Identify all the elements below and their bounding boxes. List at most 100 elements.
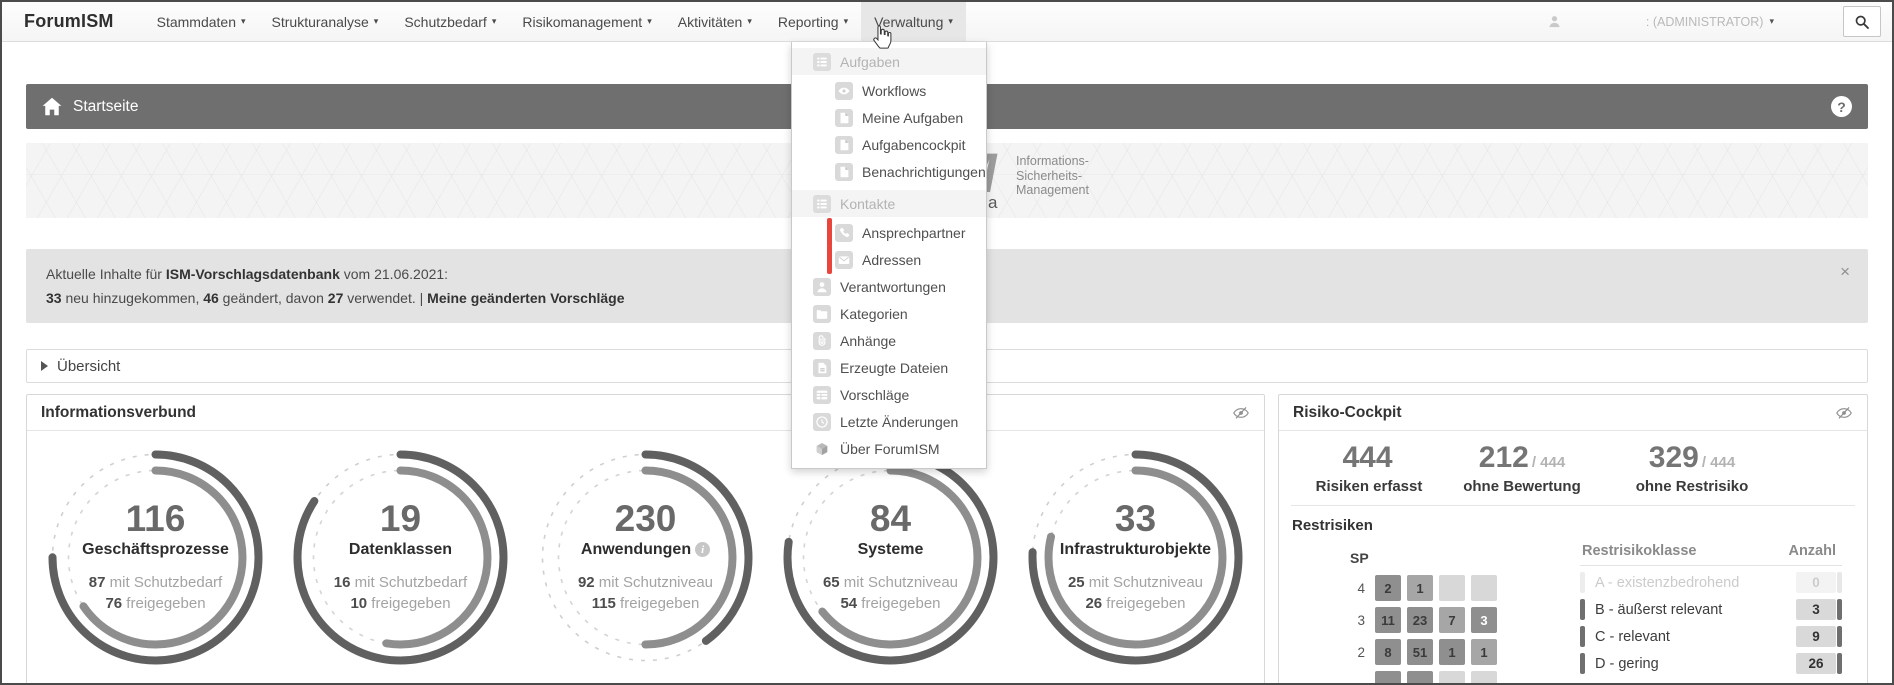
- nav-item-schutzbedarf[interactable]: Schutzbedarf ▾: [404, 13, 497, 30]
- matrix-row-sp-2: 2 8 51 1 1: [1291, 639, 1503, 665]
- class-row-a[interactable]: A - existenzbedrohend 0: [1580, 572, 1842, 593]
- verwaltung-dropdown-menu: Aufgaben Workflows Meine Aufgaben Aufgabenc…: [791, 42, 987, 469]
- info-icon[interactable]: i: [695, 542, 711, 558]
- matrix-cell[interactable]: 7: [1439, 607, 1465, 633]
- panel-title: Risiko-Cockpit: [1293, 403, 1402, 421]
- matrix-cell[interactable]: 51: [1407, 639, 1433, 665]
- sp-row-label: 2: [1357, 644, 1365, 660]
- envelope-icon: [835, 250, 853, 269]
- user-role-text: : (ADMINISTRATOR): [1645, 14, 1764, 29]
- chevron-down-icon: ▾: [491, 16, 497, 26]
- sp-row-label: 3: [1357, 612, 1365, 628]
- class-row-c[interactable]: C - relevant 9: [1580, 626, 1842, 647]
- matrix-cell: [1439, 575, 1465, 601]
- matrix-cell[interactable]: 3: [1471, 607, 1497, 633]
- class-row-d[interactable]: D - gering 26: [1580, 653, 1842, 674]
- person-icon: [813, 277, 831, 296]
- menu-item-anhänge[interactable]: Anhänge: [792, 327, 986, 354]
- menu-item-adressen[interactable]: Adressen: [792, 245, 986, 274]
- risk-stat-ohne-restrisiko: 329/ 444 ohne Restrisiko: [1635, 441, 1749, 496]
- restrisiken-label: Restrisiken: [1292, 517, 1373, 534]
- nav-item-reporting[interactable]: Reporting ▾: [777, 13, 849, 30]
- cube-icon: [813, 440, 831, 458]
- matrix-cell[interactable]: 1: [1407, 575, 1433, 601]
- menu-item-erzeugte-dateien[interactable]: Erzeugte Dateien: [792, 354, 986, 381]
- chevron-down-icon: ▾: [1769, 16, 1774, 26]
- matrix-cell[interactable]: 11: [1375, 607, 1401, 633]
- matrix-cell: [1471, 575, 1497, 601]
- risk-stat-risiken-erfasst: 444 Risiken erfasst: [1315, 441, 1423, 496]
- list-icon: [813, 194, 831, 213]
- table-header: Restrisikoklasse Anzahl: [1580, 543, 1842, 566]
- eye-slash-icon: [1836, 406, 1852, 419]
- matrix-cell[interactable]: 23: [1407, 607, 1433, 633]
- count-badge: 26: [1796, 653, 1842, 674]
- document-icon: [835, 108, 853, 127]
- page-title: Startseite: [73, 97, 139, 115]
- informationsverbund-header: Informationsverbund: [27, 395, 1264, 431]
- sp-row-label: 4: [1357, 580, 1365, 596]
- paperclip-icon: [813, 331, 831, 350]
- matrix-cell[interactable]: 1: [1471, 639, 1497, 665]
- gauge-anwendungen: 230 Anwendungen i 92 mit Schutzniveau 115 fr…: [523, 439, 768, 683]
- class-bar: [1580, 572, 1585, 593]
- gauge-systeme: 84 Systeme 65 mit Schutzniveau 54 freigegeb…: [768, 439, 1013, 683]
- divider: [1291, 505, 1855, 506]
- gauge-geschäftsprozesse: 116 Geschäftsprozesse 87 mit Schutzbedarf 7…: [33, 439, 278, 683]
- menu-item-kategorien[interactable]: Kategorien: [792, 300, 986, 327]
- hide-panel-button[interactable]: [1232, 404, 1250, 422]
- sp-axis-label: SP: [1350, 550, 1369, 566]
- menu-item-letzte-änderungen[interactable]: Letzte Änderungen: [792, 408, 986, 435]
- search-button[interactable]: [1843, 6, 1881, 37]
- menu-item-über-forumism[interactable]: Über ForumISM: [792, 435, 986, 462]
- chevron-down-icon: ▾: [647, 16, 652, 26]
- class-bar: [1580, 653, 1585, 674]
- matrix-row-sp-x: [1291, 671, 1503, 683]
- nav-item-strukturanalyse[interactable]: Strukturanalyse ▾: [271, 13, 379, 30]
- matrix-cell: [1407, 671, 1433, 683]
- hide-panel-button[interactable]: [1835, 404, 1853, 422]
- main-nav: Stammdaten ▾ Strukturanalyse ▾ Schutzbedarf ▾…: [144, 2, 966, 41]
- person-icon: [1549, 16, 1560, 28]
- search-icon: [1855, 15, 1869, 29]
- close-icon[interactable]: ×: [1840, 262, 1850, 281]
- eye-slash-icon: [1233, 406, 1249, 419]
- risk-matrix: SP 4 2 1 3 11 23 7 3 2 8 51 1 1: [1291, 550, 1503, 683]
- gauges-row: 116 Geschäftsprozesse 87 mit Schutzbedarf 7…: [27, 431, 1264, 683]
- hero-text-fragment: a: [988, 193, 998, 212]
- matrix-cell: [1471, 671, 1497, 683]
- nav-item-risikomanagement[interactable]: Risikomanagement ▾: [522, 13, 652, 30]
- list-icon: [813, 52, 831, 71]
- panel-title: Informationsverbund: [41, 403, 197, 421]
- menu-header-aufgaben: Aufgaben: [792, 48, 986, 75]
- matrix-cell[interactable]: 2: [1375, 575, 1401, 601]
- notice-line1: Aktuelle Inhalte für ISM-Vorschlagsdaten…: [46, 266, 449, 282]
- folder-icon: [813, 304, 831, 323]
- app-logo[interactable]: ForumISM: [24, 11, 114, 31]
- nav-item-aktivitäten[interactable]: Aktivitäten ▾: [677, 13, 752, 30]
- matrix-cell[interactable]: 8: [1375, 639, 1401, 665]
- top-navigation: ForumISM Stammdaten ▾ Strukturanalyse ▾ Schu…: [2, 2, 1892, 42]
- menu-item-vorschläge[interactable]: Vorschläge: [792, 381, 986, 408]
- menu-item-ansprechpartner[interactable]: Ansprechpartner: [792, 218, 986, 247]
- changed-proposals-link[interactable]: Meine geänderten Vorschläge: [427, 290, 625, 306]
- risiko-cockpit-header: Risiko-Cockpit: [1279, 395, 1867, 431]
- matrix-row-sp-3: 3 11 23 7 3: [1291, 607, 1503, 633]
- nav-item-verwaltung[interactable]: Verwaltung ▾: [861, 2, 966, 41]
- menu-item-benachrichtigungen[interactable]: Benachrichtigungen: [792, 158, 986, 185]
- chevron-down-icon: ▾: [948, 16, 953, 26]
- matrix-cell[interactable]: 1: [1439, 639, 1465, 665]
- menu-item-aufgabencockpit[interactable]: Aufgabencockpit: [792, 131, 986, 158]
- class-row-b[interactable]: B - äußerst relevant 3: [1580, 599, 1842, 620]
- document-icon: [835, 162, 853, 181]
- user-menu[interactable]: : (ADMINISTRATOR) ▾: [1547, 2, 1774, 41]
- count-badge: 0: [1796, 572, 1842, 593]
- menu-item-verantwortungen[interactable]: Verantwortungen: [792, 273, 986, 300]
- document-icon: [835, 135, 853, 154]
- menu-item-meine-aufgaben[interactable]: Meine Aufgaben: [792, 104, 986, 131]
- nav-item-stammdaten[interactable]: Stammdaten ▾: [156, 13, 246, 30]
- help-button[interactable]: ?: [1831, 96, 1852, 117]
- menu-item-workflows[interactable]: Workflows: [792, 77, 986, 104]
- chevron-down-icon: ▾: [240, 16, 246, 26]
